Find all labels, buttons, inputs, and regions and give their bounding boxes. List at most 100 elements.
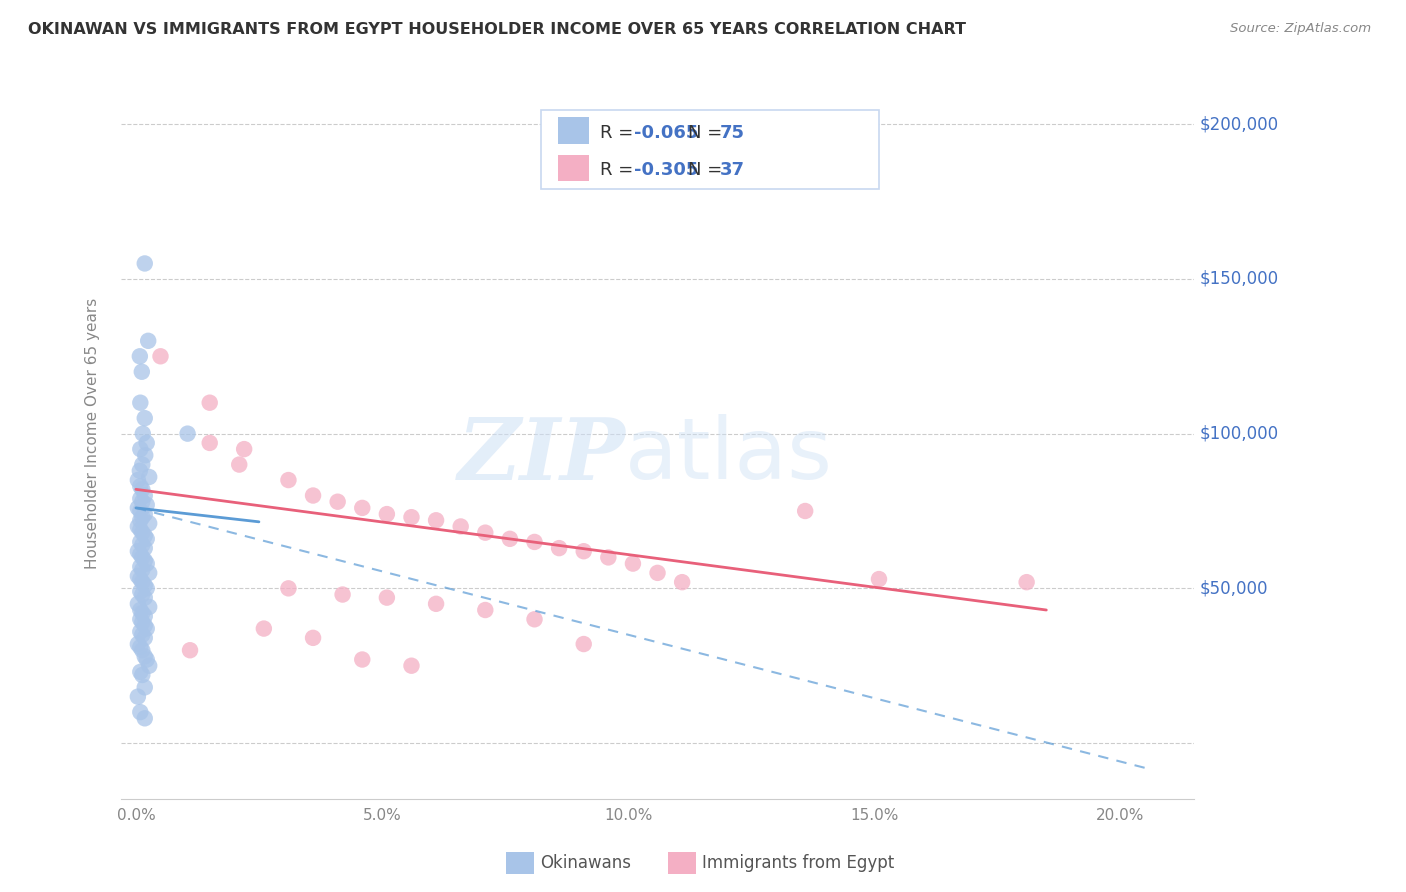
Point [131,575,153,590]
Point [134,507,156,521]
Point [129,523,152,537]
Point [326,494,349,508]
Point [302,631,325,645]
Point [131,588,153,602]
Text: -0.305: -0.305 [634,161,697,178]
Point [794,504,817,518]
Point [253,622,276,636]
Point [598,550,620,565]
Text: Source: ZipAtlas.com: Source: ZipAtlas.com [1230,22,1371,36]
Point [129,705,152,719]
Point [523,612,546,626]
Point [131,525,153,540]
Point [352,500,374,515]
Text: 37: 37 [720,161,744,178]
Point [198,436,221,450]
Point [134,448,156,462]
Point [131,550,153,565]
Point [198,395,221,409]
Point [131,643,153,657]
Text: R =: R = [600,124,638,142]
Point [176,426,198,441]
Text: $150,000: $150,000 [1199,270,1278,288]
Point [352,652,374,666]
Point [131,483,153,497]
Point [131,538,153,552]
Text: OKINAWAN VS IMMIGRANTS FROM EGYPT HOUSEHOLDER INCOME OVER 65 YEARS CORRELATION C: OKINAWAN VS IMMIGRANTS FROM EGYPT HOUSEH… [28,22,966,37]
Point [228,458,250,472]
Point [138,599,160,614]
Point [134,553,156,567]
Point [1015,575,1038,590]
Point [131,606,153,620]
Point [375,507,398,521]
Point [499,532,522,546]
Text: $50,000: $50,000 [1199,579,1268,598]
Point [129,442,152,456]
Point [131,563,153,577]
Point [401,510,423,524]
Point [129,612,152,626]
Text: N =: N = [689,124,728,142]
Point [129,603,152,617]
Point [127,500,149,515]
Point [149,349,172,363]
Point [129,572,152,586]
Point [131,628,153,642]
Point [128,464,150,478]
Point [332,588,354,602]
Point [129,624,152,639]
Point [474,603,496,617]
Point [179,643,201,657]
Point [868,572,890,586]
Point [129,395,152,409]
Point [127,569,149,583]
Point [134,711,156,725]
Point [127,690,149,704]
Point [134,649,156,664]
Point [134,541,156,555]
Text: ZIP: ZIP [457,414,626,498]
Text: Immigrants from Egypt: Immigrants from Egypt [702,855,894,872]
Point [134,631,156,645]
Point [277,473,299,487]
Text: $100,000: $100,000 [1199,425,1278,442]
Point [127,544,149,558]
Point [135,652,157,666]
Point [138,516,160,531]
Point [138,658,160,673]
Point [572,637,595,651]
Point [523,535,546,549]
Point [425,597,447,611]
Point [129,491,152,506]
Point [129,640,152,654]
Point [134,609,156,624]
Text: atlas: atlas [626,414,834,497]
Point [450,519,472,533]
Point [134,681,156,695]
Text: Okinawans: Okinawans [540,855,631,872]
Point [127,519,149,533]
Point [233,442,256,456]
Point [474,525,496,540]
Text: N =: N = [689,161,728,178]
Point [134,578,156,592]
Point [131,668,153,682]
Point [134,618,156,632]
Point [132,426,155,441]
Point [572,544,595,558]
Point [425,513,447,527]
Point [131,458,153,472]
Point [136,334,159,348]
Point [134,591,156,605]
Point [671,575,693,590]
Point [135,498,157,512]
Text: R =: R = [600,161,638,178]
Point [127,597,149,611]
Point [138,470,160,484]
Point [134,411,156,425]
Point [375,591,398,605]
Y-axis label: Householder Income Over 65 years: Householder Income Over 65 years [86,298,100,569]
Text: $200,000: $200,000 [1199,115,1278,133]
Point [134,489,156,503]
